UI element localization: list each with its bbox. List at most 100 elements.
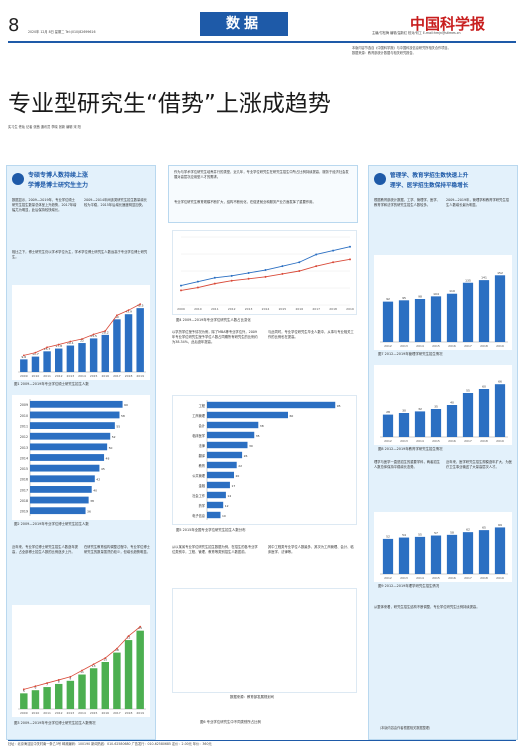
side-note-2: 数据来源：教育部统计数据与相关研究报告。 bbox=[352, 51, 416, 55]
chart-4-box: 2009 2010 2011 2012 2013 2014 2015 2016 2017 2018… bbox=[172, 230, 357, 315]
data-label: 95 bbox=[337, 404, 341, 408]
bar bbox=[207, 441, 248, 449]
tick-label: 2012 bbox=[384, 344, 392, 348]
bar bbox=[207, 461, 237, 469]
trend-point bbox=[22, 354, 25, 357]
data-label: 17.8 bbox=[55, 344, 62, 348]
headline: 专业型研究生“借势”上涨成趋势 bbox=[8, 91, 331, 117]
tick-label: 2011 bbox=[211, 307, 219, 311]
tick-label: 2018 bbox=[125, 374, 133, 378]
bar bbox=[207, 501, 224, 509]
data-label: 55 bbox=[418, 532, 422, 536]
data-label: 60 bbox=[290, 414, 294, 418]
left-para-1: 数据显示，2009—2019年，专业学位硕士研究生招生数量总体呈上升趋势，201… bbox=[12, 198, 77, 212]
bar bbox=[462, 532, 474, 574]
chart-4: 2009 2010 2011 2012 2013 2014 2015 2016 2017 2018… bbox=[177, 236, 354, 311]
bar bbox=[124, 314, 133, 372]
series-point bbox=[264, 269, 267, 272]
chart-1-box: 9.6 2009 11.7 2010 15.7 2011 17.8 2012 20.1 2013 2… bbox=[12, 285, 150, 380]
data-label: 17 bbox=[231, 484, 235, 488]
tick-label: 2017 bbox=[113, 711, 121, 715]
chart-6-note: 数据来源：教育部发展规划司 bbox=[230, 695, 275, 699]
right-card-icon bbox=[374, 173, 386, 185]
chart-2: 2009 60 2010 58 2011 55 2012 52 2013 50 2014 48 2015… bbox=[20, 399, 128, 516]
data-label: 11.7 bbox=[32, 352, 39, 356]
bar bbox=[89, 668, 98, 709]
data-label: 52 bbox=[386, 534, 390, 538]
bar bbox=[446, 405, 458, 437]
data-label: 32 bbox=[418, 407, 422, 411]
chart-3-caption: 图3 2009—2019年专业学位博士研究生招生人数情况 bbox=[14, 721, 96, 725]
bar bbox=[66, 680, 75, 709]
trend-point bbox=[34, 351, 37, 354]
bar bbox=[30, 486, 92, 493]
bar bbox=[207, 411, 288, 419]
tick-label: 2015 bbox=[20, 467, 28, 471]
bar bbox=[414, 298, 426, 342]
bar bbox=[494, 384, 506, 437]
tick-label: 2009 bbox=[20, 711, 28, 715]
data-label: 28.2 bbox=[102, 330, 109, 334]
left-para-2: 2009—2014年间该类研究生招生数量增长较为平稳，2015年后增长速度明显加… bbox=[84, 198, 147, 207]
right-para-4: 近年来，医学研究生招生规模逐年扩大，为医疗卫生事业输送了大量高层次人才。 bbox=[446, 460, 512, 469]
tick-label: 2015 bbox=[432, 576, 440, 580]
bar bbox=[30, 432, 111, 440]
middle-para-1: 以学历学位授予情况为例，除了MBA等专业学位外，2009年专业学位研究生授予学位… bbox=[172, 330, 258, 344]
chart-1-caption: 图1 2009—2019年专业学位硕士研究生招生人数 bbox=[14, 382, 89, 386]
tick-label: 2016 bbox=[101, 711, 109, 715]
bar bbox=[78, 674, 86, 709]
tick-label: 2012 bbox=[228, 307, 236, 311]
chart-9-caption: 图9 2012—2019年理学研究生招生情况 bbox=[378, 584, 440, 588]
tick-label: 2014 bbox=[20, 456, 28, 460]
chart-4-caption: 图4 2009—2019年专业学位研究生人数占比变化 bbox=[176, 318, 251, 322]
data-label: 35 bbox=[256, 434, 260, 438]
trend-point bbox=[92, 333, 95, 336]
data-label: 92 bbox=[386, 297, 390, 301]
tick-label: 2013 bbox=[400, 344, 408, 348]
trend-point bbox=[116, 314, 118, 317]
bar bbox=[30, 464, 100, 472]
tick-label: 2011 bbox=[43, 374, 51, 378]
tick-label: 2017 bbox=[113, 374, 121, 378]
tick-label: 2019 bbox=[136, 374, 144, 378]
data-label: 98 bbox=[418, 294, 422, 298]
data-label: 12 bbox=[225, 504, 229, 508]
left-card-title-2: 学博是博士研究生主力 bbox=[28, 182, 89, 189]
data-label: 54 bbox=[402, 533, 406, 537]
tick-label: 2018 bbox=[125, 711, 133, 715]
chart-8-box: 28 2012 30 2013 32 2014 35 2015 40 2016 55 2017 60 20… bbox=[374, 365, 512, 445]
tick-label: 2018 bbox=[329, 307, 337, 311]
middle-para-4: 其中工程类专业学位人数最多，其次为工商管理、会计、临床医学、法律等。 bbox=[268, 545, 354, 554]
series-point bbox=[332, 261, 335, 264]
footer-rule bbox=[8, 740, 516, 741]
data-label: 9 bbox=[69, 676, 71, 680]
tick-label: 2016 bbox=[448, 344, 456, 348]
data-label: 43.9 bbox=[125, 310, 132, 314]
section-tag: 数据 bbox=[200, 12, 288, 36]
data-label: 50 bbox=[109, 446, 113, 450]
data-label: 95 bbox=[402, 296, 406, 300]
tick-label: 电子信息 bbox=[192, 513, 205, 518]
data-label: 14 bbox=[227, 494, 231, 498]
trend-point bbox=[127, 635, 130, 637]
bar bbox=[31, 690, 40, 709]
middle-para-2: 与此同时，专业学位研究生毕业人数中，从事与专业相关工作的比例也在提高。 bbox=[268, 330, 354, 339]
tick-label: 2015 bbox=[432, 344, 440, 348]
left-card-icon bbox=[12, 173, 24, 185]
right-para-5: 从整体来看，研究生招生结构不断调整，专业学位研究生比例持续提高。 bbox=[374, 605, 480, 609]
bar bbox=[398, 300, 410, 342]
tick-label: 2013 bbox=[400, 439, 408, 443]
left-para-5: 在研究生教育结构调整过程中，专业学位博士研究生的数量虽然仍较少，但增长趋势明显。 bbox=[84, 545, 150, 554]
tick-label: 2016 bbox=[101, 374, 109, 378]
data-label: 25.5 bbox=[90, 334, 97, 338]
tick-label: 2013 bbox=[20, 446, 28, 450]
data-label: 55 bbox=[466, 389, 470, 393]
data-label: 13 bbox=[92, 664, 96, 668]
tick-label: 2012 bbox=[384, 439, 392, 443]
page-number: 8 bbox=[8, 15, 20, 36]
trend-point bbox=[116, 647, 118, 650]
series-point bbox=[298, 270, 301, 272]
tick-label: 金融 bbox=[199, 483, 206, 488]
data-label: 65 bbox=[482, 526, 486, 530]
tick-label: 2016 bbox=[295, 307, 303, 311]
